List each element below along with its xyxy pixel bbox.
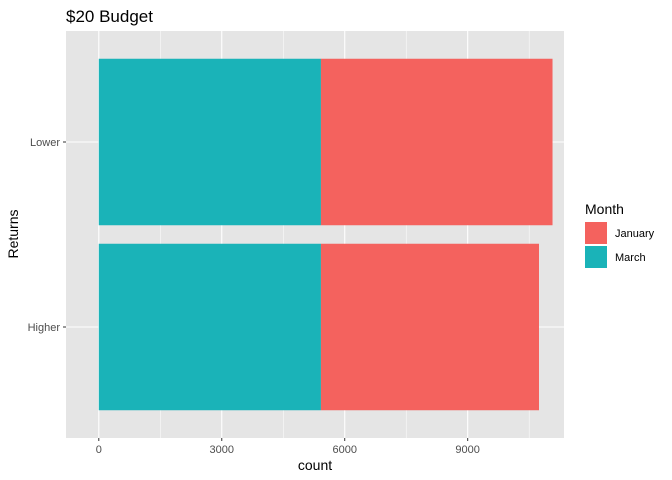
- x-tick-label: 6000: [332, 444, 356, 456]
- legend-label-march: March: [615, 252, 646, 264]
- y-axis-title: Returns: [5, 209, 21, 258]
- x-tick-label: 0: [96, 444, 102, 456]
- y-tick-label: Lower: [30, 137, 60, 149]
- bar-january-higher: [320, 243, 539, 411]
- bars-layer: [98, 58, 553, 411]
- x-axis-title: count: [298, 457, 332, 473]
- legend-label-january: January: [615, 228, 655, 240]
- chart-title: $20 Budget: [66, 7, 153, 26]
- y-axis: Higher Lower: [28, 137, 66, 334]
- legend-key-march: [585, 246, 607, 268]
- legend: Month January March: [585, 201, 655, 268]
- bar-march-higher: [98, 243, 321, 411]
- legend-title: Month: [585, 201, 624, 217]
- y-tick-label: Higher: [28, 322, 61, 334]
- x-axis: 0 3000 6000 9000: [96, 438, 480, 456]
- x-tick-label: 9000: [455, 444, 479, 456]
- legend-key-january: [585, 222, 607, 244]
- bar-january-lower: [320, 58, 553, 226]
- x-tick-label: 3000: [210, 444, 234, 456]
- bar-march-lower: [98, 58, 321, 226]
